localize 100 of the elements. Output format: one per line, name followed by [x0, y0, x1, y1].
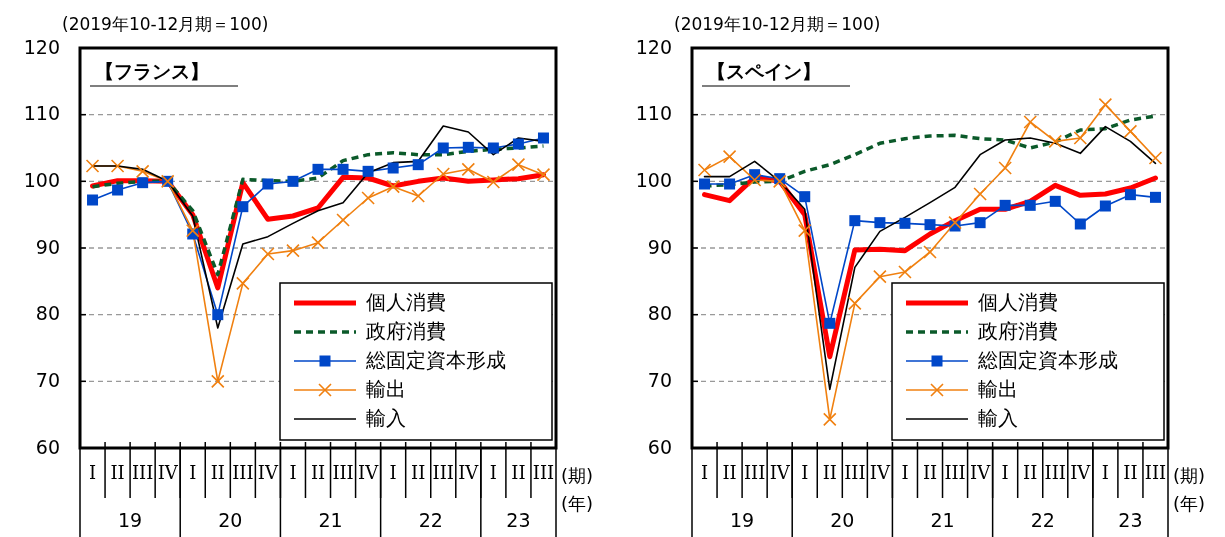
- point: [1123, 124, 1138, 139]
- legend-label: 個人消費: [978, 289, 1058, 314]
- point: [110, 159, 125, 173]
- x-tick-label: I: [1101, 462, 1109, 483]
- point: [724, 178, 736, 190]
- point: [387, 162, 399, 174]
- x-tick-label: III: [131, 462, 154, 483]
- x-tick-label: II: [922, 462, 938, 483]
- text: 22: [1030, 508, 1055, 531]
- point: [1048, 134, 1063, 149]
- point: [462, 141, 474, 153]
- y-tick-label: 80: [647, 302, 672, 325]
- point: [312, 163, 324, 175]
- point: [337, 163, 349, 175]
- point: [873, 269, 887, 284]
- x-tick-label: IV: [1070, 462, 1092, 483]
- point: [848, 296, 862, 311]
- point: [999, 199, 1011, 211]
- x-tick-label: I: [88, 462, 97, 483]
- y-tick-label: 100: [635, 168, 672, 191]
- legend-label: 政府消費: [978, 318, 1058, 343]
- y-tick-label: 70: [647, 368, 672, 391]
- point: [511, 157, 526, 172]
- x-tick-label: IV: [769, 462, 791, 483]
- y-tick-label: 90: [647, 235, 672, 258]
- point: [998, 161, 1012, 175]
- text: 23: [1118, 508, 1143, 531]
- x-tick-label: III: [944, 462, 966, 483]
- point: [185, 223, 200, 238]
- point: [112, 184, 124, 196]
- legend-label: 総固定資本形成: [977, 347, 1118, 372]
- text: (年): [1173, 493, 1206, 514]
- point: [1024, 199, 1036, 211]
- point: [361, 191, 375, 205]
- x-tick-label: I: [289, 462, 297, 483]
- point: [135, 164, 150, 179]
- point: [261, 247, 275, 261]
- point: [537, 132, 549, 144]
- legend-label: 輸入: [978, 405, 1018, 430]
- text: 【フランス】: [95, 60, 209, 82]
- legend-label: 輸入: [366, 405, 406, 430]
- point: [974, 217, 986, 229]
- point: [697, 163, 712, 177]
- point: [924, 219, 936, 231]
- point: [486, 175, 501, 189]
- point: [899, 217, 911, 229]
- x-tick-label: III: [432, 462, 454, 483]
- x-tick-label: II: [722, 462, 737, 483]
- x-tick-label: II: [110, 462, 125, 483]
- x-tick-label: III: [232, 462, 254, 483]
- point: [747, 173, 762, 187]
- point: [336, 213, 350, 227]
- point: [1098, 97, 1113, 112]
- y-tick-label: 110: [635, 102, 672, 125]
- text: 21: [930, 508, 955, 531]
- x-tick-label: I: [801, 462, 809, 483]
- x-tick-label: IV: [869, 462, 891, 483]
- point: [311, 235, 325, 250]
- x-tick-label: I: [189, 462, 197, 483]
- text: 19: [730, 508, 755, 531]
- text: 19: [118, 508, 143, 531]
- x-tick-label: I: [700, 462, 709, 483]
- text: 22: [418, 508, 443, 531]
- point: [1074, 218, 1086, 230]
- x-tick-label: III: [332, 462, 354, 483]
- point: [236, 276, 250, 291]
- text: (年): [561, 493, 594, 514]
- point: [412, 159, 424, 171]
- text: 23: [506, 508, 531, 531]
- point: [849, 215, 861, 227]
- x-tick-label: II: [411, 462, 426, 483]
- x-tick-label: IV: [458, 462, 480, 483]
- x-tick-label: IV: [970, 462, 992, 483]
- point: [874, 217, 886, 229]
- point: [85, 159, 100, 173]
- point: [772, 174, 787, 189]
- point: [799, 191, 811, 203]
- text: 【スペイン】: [707, 60, 821, 82]
- point: [898, 265, 912, 279]
- y-tick-label: 90: [35, 235, 60, 258]
- point: [212, 309, 224, 321]
- point: [699, 178, 711, 190]
- legend-label: 輸出: [366, 376, 406, 401]
- y-tick-label: 70: [35, 368, 60, 391]
- point: [461, 162, 476, 177]
- x-tick-label: IV: [257, 462, 279, 483]
- point: [797, 223, 812, 238]
- x-tick-label: I: [389, 462, 397, 483]
- text: 20: [830, 508, 855, 531]
- legend-label: 輸出: [978, 376, 1018, 401]
- x-tick-label: III: [844, 462, 866, 483]
- point: [822, 412, 837, 427]
- point: [411, 189, 426, 203]
- x-tick-label: II: [1023, 462, 1038, 483]
- y-tick-label: 120: [23, 35, 60, 58]
- point: [1148, 151, 1163, 165]
- point: [1149, 191, 1161, 203]
- point: [1023, 115, 1038, 129]
- x-tick-label: II: [210, 462, 225, 483]
- y-tick-label: 100: [23, 168, 60, 191]
